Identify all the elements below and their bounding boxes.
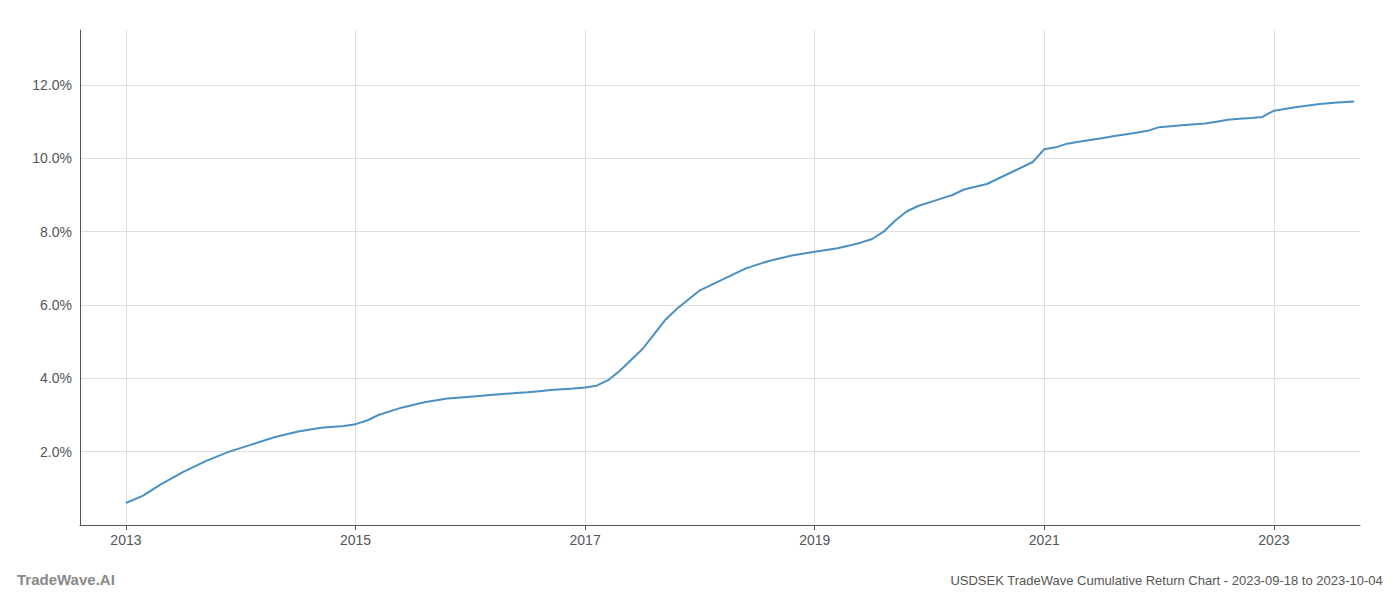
svg-text:USDSEK TradeWave Cumulative Re: USDSEK TradeWave Cumulative Return Chart…	[950, 573, 1382, 588]
svg-text:8.0%: 8.0%	[40, 224, 72, 240]
svg-text:12.0%: 12.0%	[32, 77, 72, 93]
svg-text:TradeWave.AI: TradeWave.AI	[17, 571, 115, 588]
svg-text:4.0%: 4.0%	[40, 370, 72, 386]
svg-text:2013: 2013	[110, 532, 141, 548]
svg-text:2023: 2023	[1258, 532, 1289, 548]
svg-text:2015: 2015	[340, 532, 371, 548]
svg-text:2019: 2019	[799, 532, 830, 548]
svg-text:10.0%: 10.0%	[32, 150, 72, 166]
svg-text:2017: 2017	[570, 532, 601, 548]
svg-text:6.0%: 6.0%	[40, 297, 72, 313]
svg-text:2.0%: 2.0%	[40, 444, 72, 460]
svg-text:2021: 2021	[1029, 532, 1060, 548]
